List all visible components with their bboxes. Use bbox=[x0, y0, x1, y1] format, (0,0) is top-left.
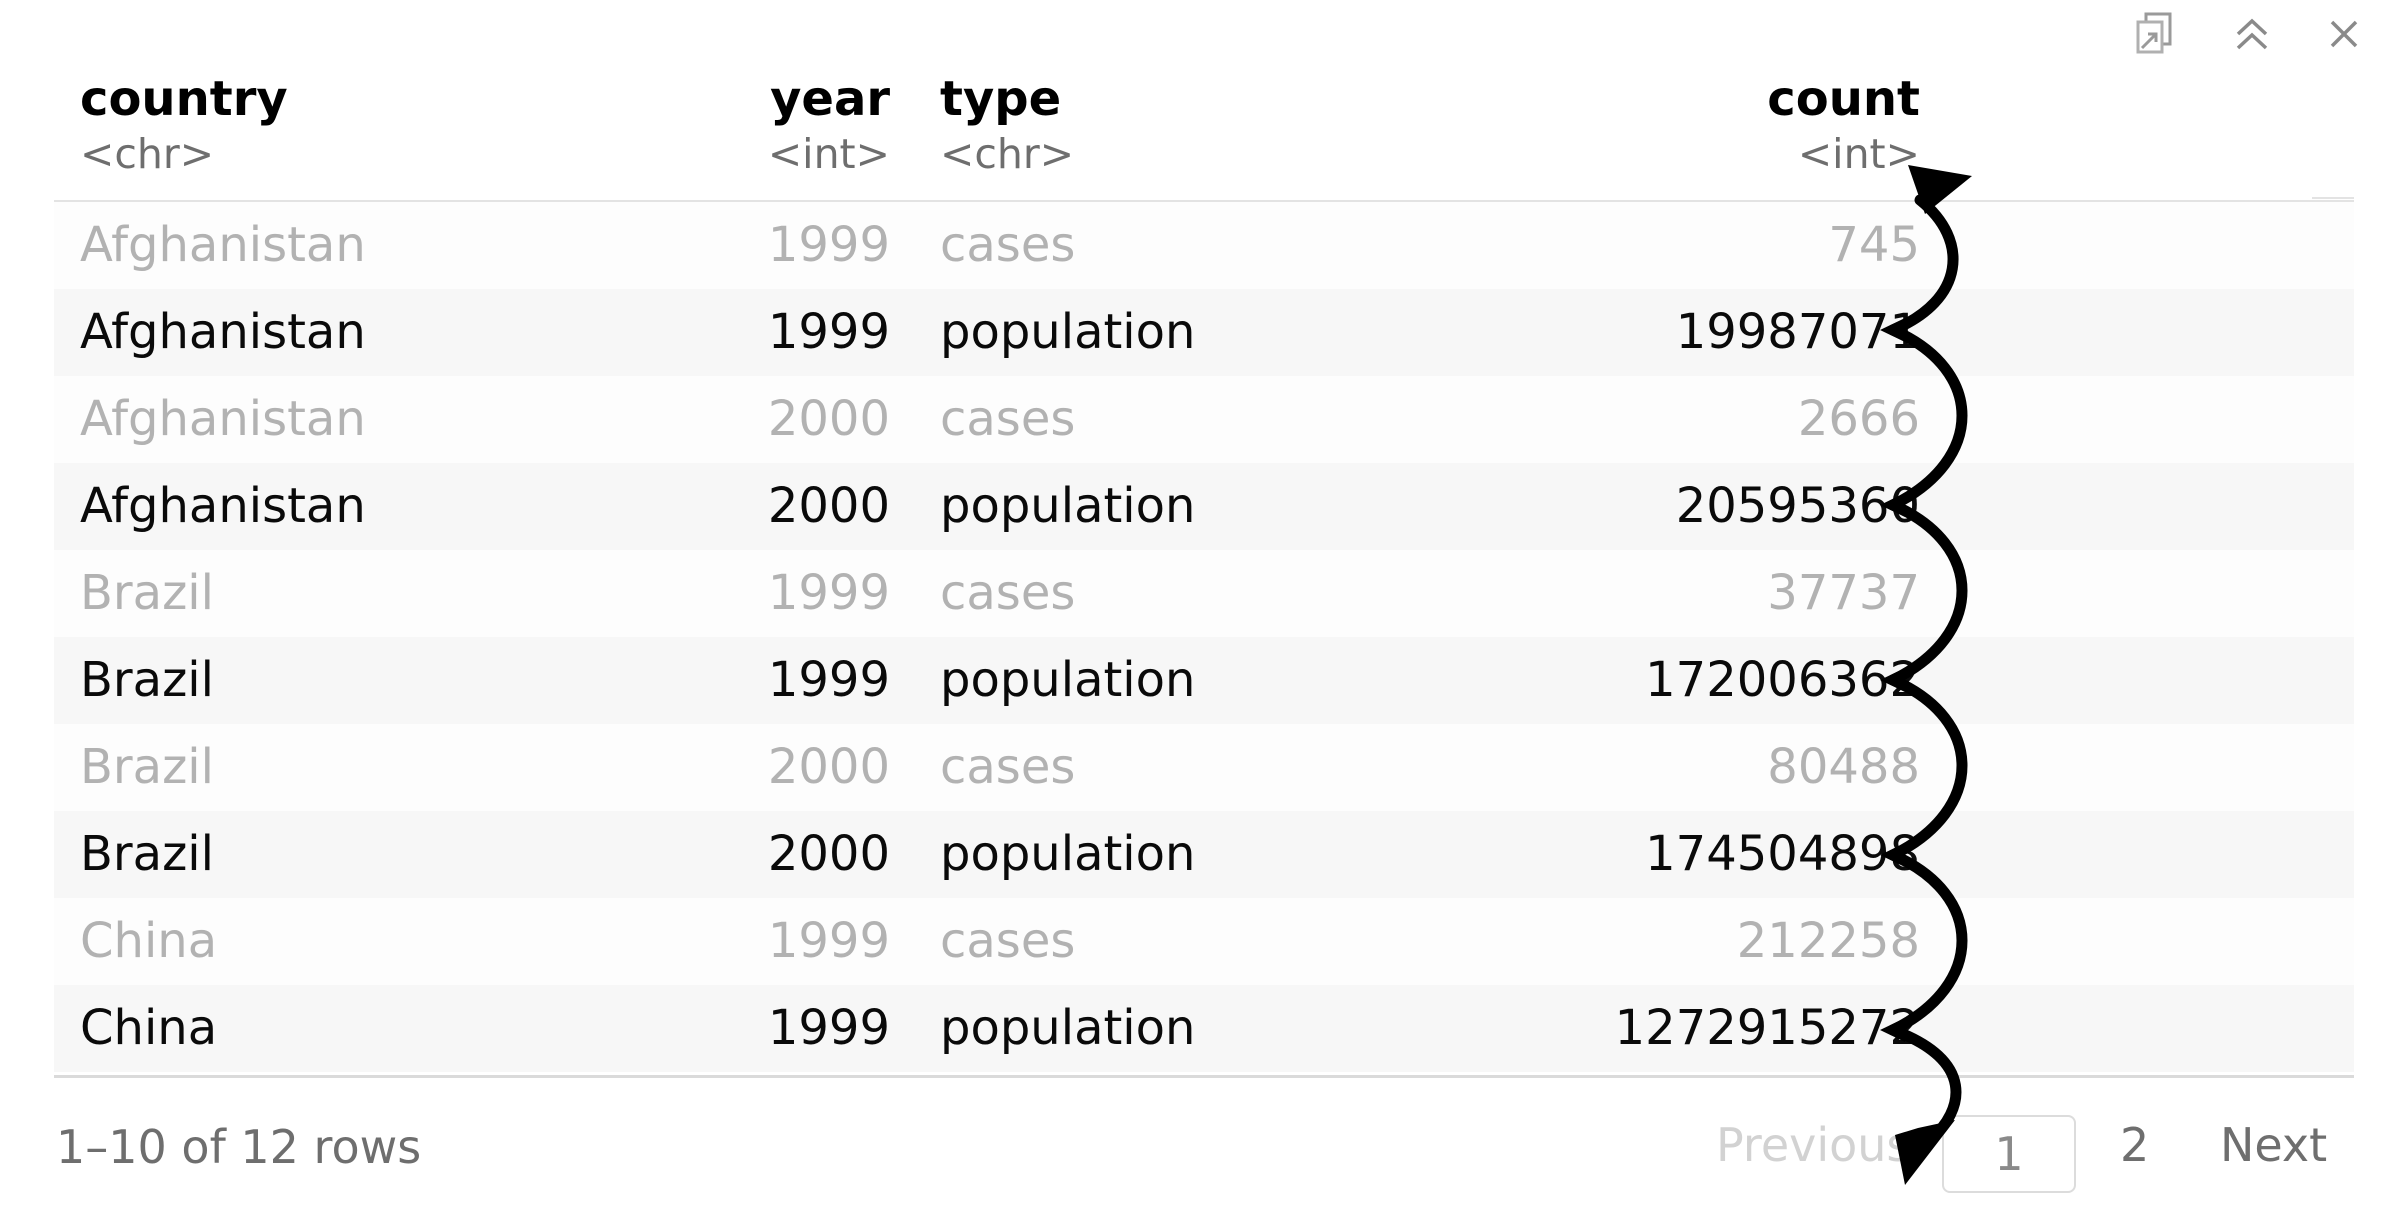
table-row: Afghanistan 1999 population 19987071 bbox=[54, 289, 2354, 376]
column-name: type bbox=[940, 71, 1062, 127]
page-1-button[interactable]: 1 bbox=[1942, 1115, 2076, 1193]
cell-type: cases bbox=[940, 913, 1076, 969]
table-row: Brazil 1999 cases 37737 bbox=[54, 550, 2354, 637]
column-header-country[interactable]: country <chr> bbox=[80, 70, 288, 180]
cell-country: Brazil bbox=[80, 565, 214, 621]
previous-page-button[interactable]: Previous bbox=[1716, 1118, 1911, 1172]
cell-count: 212258 bbox=[1736, 913, 1920, 969]
close-icon[interactable] bbox=[2318, 8, 2370, 60]
cell-type: population bbox=[940, 478, 1196, 534]
cell-country: Afghanistan bbox=[80, 478, 366, 534]
cell-year: 1999 bbox=[767, 217, 890, 273]
cell-type: cases bbox=[940, 565, 1076, 621]
cell-country: Afghanistan bbox=[80, 304, 366, 360]
column-type: <chr> bbox=[940, 130, 1075, 178]
table-row: Brazil 2000 population 174504898 bbox=[54, 811, 2354, 898]
table-row: China 1999 population 1272915272 bbox=[54, 985, 2354, 1072]
cell-country: Brazil bbox=[80, 652, 214, 708]
cell-year: 1999 bbox=[767, 565, 890, 621]
cell-count: 745 bbox=[1828, 217, 1920, 273]
table-row: Afghanistan 2000 population 20595360 bbox=[54, 463, 2354, 550]
cell-year: 2000 bbox=[767, 478, 890, 534]
column-name: count bbox=[1767, 71, 1920, 127]
cell-type: population bbox=[940, 1000, 1196, 1056]
cell-country: Brazil bbox=[80, 826, 214, 882]
cell-count: 20595360 bbox=[1675, 478, 1920, 534]
cell-year: 2000 bbox=[767, 739, 890, 795]
collapse-up-icon[interactable] bbox=[2226, 8, 2278, 60]
cell-count: 172006362 bbox=[1645, 652, 1920, 708]
cell-count: 1272915272 bbox=[1614, 1000, 1920, 1056]
external-window-icon[interactable] bbox=[2128, 8, 2180, 60]
cell-year: 1999 bbox=[767, 304, 890, 360]
header-divider bbox=[2312, 197, 2354, 199]
column-type: <int> bbox=[1797, 130, 1920, 178]
cell-type: cases bbox=[940, 217, 1076, 273]
cell-type: population bbox=[940, 652, 1196, 708]
cell-country: Brazil bbox=[80, 739, 214, 795]
cell-type: population bbox=[940, 304, 1196, 360]
data-table: country <chr> year <int> type <chr> coun… bbox=[54, 70, 2354, 1072]
cell-year: 1999 bbox=[767, 652, 890, 708]
table-row: China 1999 cases 212258 bbox=[54, 898, 2354, 985]
column-header-type[interactable]: type <chr> bbox=[940, 70, 1074, 180]
column-type: <chr> bbox=[80, 130, 215, 178]
cell-year: 2000 bbox=[767, 826, 890, 882]
table-row: Brazil 1999 population 172006362 bbox=[54, 637, 2354, 724]
column-header-year[interactable]: year <int> bbox=[654, 70, 890, 180]
table-row: Afghanistan 2000 cases 2666 bbox=[54, 376, 2354, 463]
table-row: Afghanistan 1999 cases 745 bbox=[54, 202, 2354, 289]
table-header: country <chr> year <int> type <chr> coun… bbox=[54, 70, 2354, 202]
cell-count: 19987071 bbox=[1675, 304, 1920, 360]
cell-count: 37737 bbox=[1767, 565, 1920, 621]
table-row: Brazil 2000 cases 80488 bbox=[54, 724, 2354, 811]
cell-country: China bbox=[80, 913, 218, 969]
row-count-info: 1–10 of 12 rows bbox=[56, 1120, 422, 1174]
column-type: <int> bbox=[767, 130, 890, 178]
cell-country: Afghanistan bbox=[80, 217, 366, 273]
column-header-count[interactable]: count <int> bbox=[1354, 70, 1920, 180]
cell-country: Afghanistan bbox=[80, 391, 366, 447]
cell-year: 1999 bbox=[767, 913, 890, 969]
page-2-button[interactable]: 2 bbox=[2120, 1118, 2150, 1172]
cell-count: 2666 bbox=[1797, 391, 1920, 447]
cell-country: China bbox=[80, 1000, 218, 1056]
table-bottom-divider bbox=[54, 1075, 2354, 1078]
cell-year: 1999 bbox=[767, 1000, 890, 1056]
column-name: country bbox=[80, 71, 288, 127]
cell-type: cases bbox=[940, 739, 1076, 795]
cell-type: population bbox=[940, 826, 1196, 882]
cell-year: 2000 bbox=[767, 391, 890, 447]
next-page-button[interactable]: Next bbox=[2220, 1118, 2328, 1172]
cell-count: 174504898 bbox=[1645, 826, 1920, 882]
cell-count: 80488 bbox=[1767, 739, 1920, 795]
column-name: year bbox=[770, 71, 890, 127]
cell-type: cases bbox=[940, 391, 1076, 447]
